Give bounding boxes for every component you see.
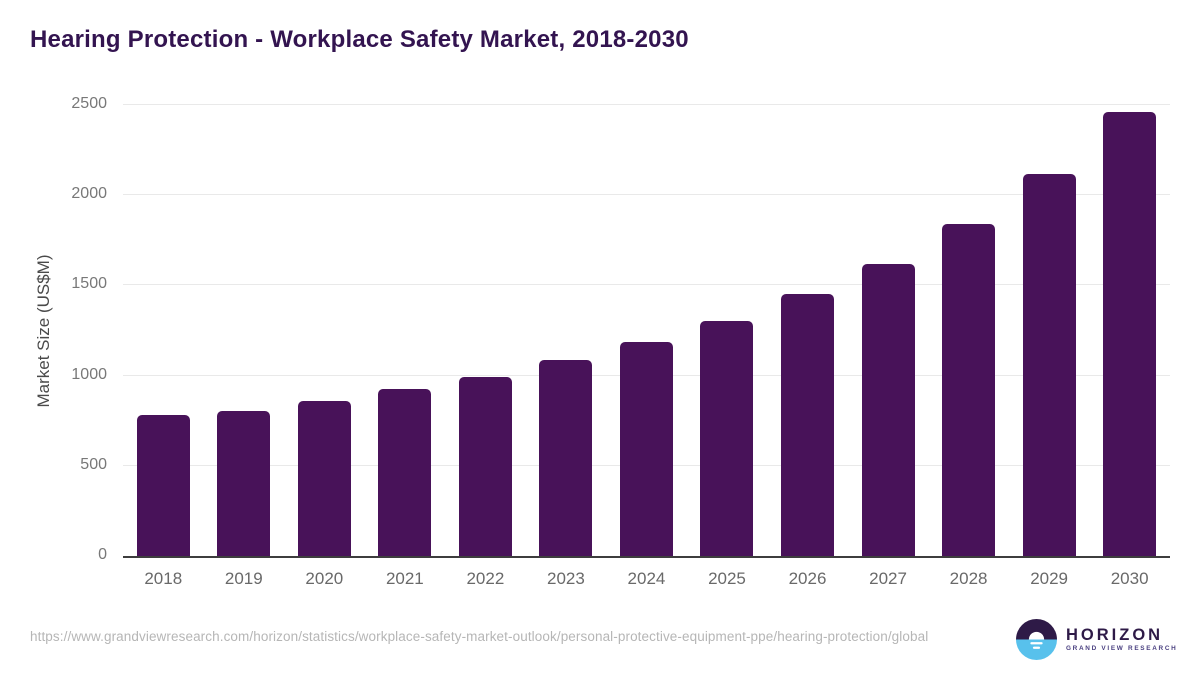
bar-2029 — [1022, 174, 1076, 556]
gridline — [123, 284, 1170, 286]
bar-slot: 2018 — [123, 105, 204, 588]
bar-2021 — [378, 389, 432, 556]
y-tick-label: 500 — [80, 455, 107, 473]
bar-2020 — [297, 400, 351, 556]
bar-2028 — [942, 224, 996, 556]
bar-2027 — [861, 263, 915, 556]
x-tick-label: 2023 — [547, 569, 585, 588]
x-tick-label: 2028 — [949, 569, 988, 588]
logo-subtitle: GRAND VIEW RESEARCH — [1066, 645, 1178, 652]
y-tick-label: 0 — [98, 546, 107, 563]
bar-slot: 2022 — [445, 105, 526, 588]
x-tick-label: 2026 — [788, 569, 827, 588]
bar-2025 — [700, 320, 754, 556]
gridline — [123, 104, 1170, 105]
gridline — [123, 194, 1170, 196]
y-tick-label: 2000 — [71, 185, 107, 203]
bar-slot: 2030 — [1089, 105, 1170, 588]
x-tick-label: 2027 — [869, 569, 907, 588]
bar-2019 — [217, 410, 271, 556]
bar-slot: 2027 — [848, 105, 929, 588]
bar-slot: 2025 — [687, 105, 768, 588]
y-tick-label: 1000 — [71, 365, 107, 383]
source-url: https://www.grandviewresearch.com/horizo… — [30, 629, 929, 644]
bar-2022 — [458, 376, 512, 556]
bar-2024 — [619, 342, 673, 556]
x-tick-label: 2022 — [466, 569, 505, 588]
brand-logo: HORIZON GRAND VIEW RESEARCH — [1016, 619, 1177, 660]
bar-2030 — [1103, 112, 1157, 556]
y-tick-label: 1500 — [71, 275, 107, 293]
bar-slot: 2026 — [767, 105, 848, 588]
bar-2026 — [781, 294, 835, 556]
horizon-sunrise-icon — [1016, 619, 1057, 660]
bar-slot: 2019 — [204, 105, 285, 588]
x-tick-label: 2018 — [144, 569, 183, 588]
x-tick-label: 2021 — [385, 569, 424, 588]
chart-title: Hearing Protection - Workplace Safety Ma… — [30, 26, 689, 53]
x-tick-label: 2025 — [708, 569, 746, 588]
bar-slot: 2028 — [928, 105, 1009, 588]
bar-slot: 2023 — [526, 105, 607, 588]
bar-slot: 2020 — [284, 105, 365, 588]
plot-area: 2018 2019 2020 2021 2022 2023 2024 2025 2026 2027… — [71, 95, 1170, 588]
x-tick-label: 2029 — [1030, 569, 1069, 588]
logo-brand: HORIZON — [1066, 626, 1164, 644]
x-tick-label: 2019 — [224, 569, 263, 588]
bars-container: 2018 2019 2020 2021 2022 2023 2024 2025 2026 2027… — [123, 105, 1170, 588]
bar-slot: 2021 — [365, 105, 446, 588]
bar-2023 — [539, 360, 593, 556]
x-tick-label: 2024 — [627, 569, 666, 588]
x-tick-label: 2030 — [1110, 569, 1149, 588]
y-tick-label: 2500 — [71, 95, 107, 112]
bar-2018 — [136, 415, 190, 556]
x-tick-label: 2020 — [305, 569, 344, 588]
bar-slot: 2024 — [606, 105, 687, 588]
logo-text: HORIZON GRAND VIEW RESEARCH — [1066, 626, 1177, 653]
bar-slot: 2029 — [1009, 105, 1090, 588]
